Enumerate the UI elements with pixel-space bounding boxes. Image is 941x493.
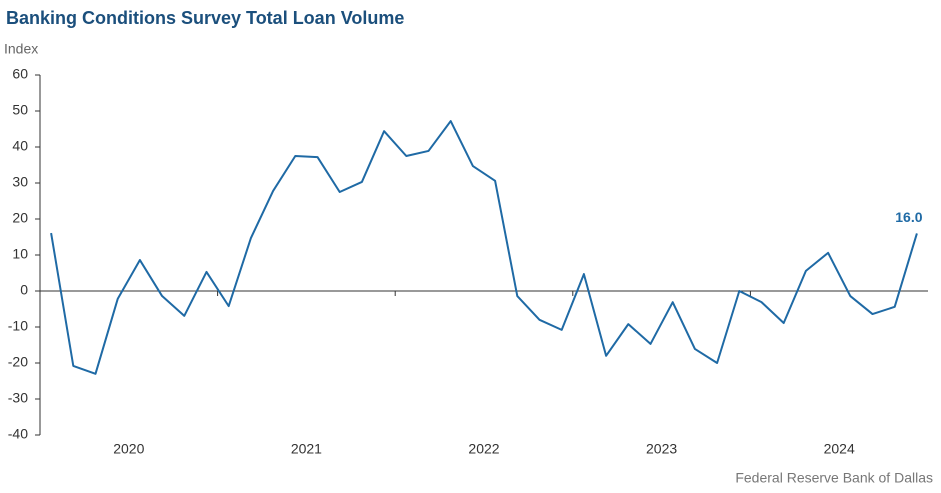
y-tick-label: -20 [8, 354, 28, 370]
x-tick-label: 2024 [824, 441, 855, 457]
y-tick-label: 10 [12, 246, 28, 262]
y-tick-label: -40 [8, 426, 28, 442]
x-tick-label: 2023 [646, 441, 677, 457]
x-tick-label: 2022 [468, 441, 499, 457]
y-tick-label: 30 [12, 174, 28, 190]
y-tick-label: 60 [12, 66, 28, 82]
chart-title: Banking Conditions Survey Total Loan Vol… [6, 8, 404, 28]
end-label: 16.0 [895, 209, 922, 225]
x-tick-label: 2021 [291, 441, 322, 457]
y-tick-label: 0 [20, 282, 28, 298]
source: Federal Reserve Bank of Dallas [735, 470, 933, 486]
y-tick-label: 50 [12, 102, 28, 118]
y-axis-label: Index [4, 41, 38, 57]
x-tick-label: 2020 [113, 441, 144, 457]
series-line [50, 120, 918, 375]
y-tick-label: -30 [8, 390, 28, 406]
y-tick-label: -10 [8, 318, 28, 334]
y-tick-label: 20 [12, 210, 28, 226]
y-tick-label: 40 [12, 138, 28, 154]
